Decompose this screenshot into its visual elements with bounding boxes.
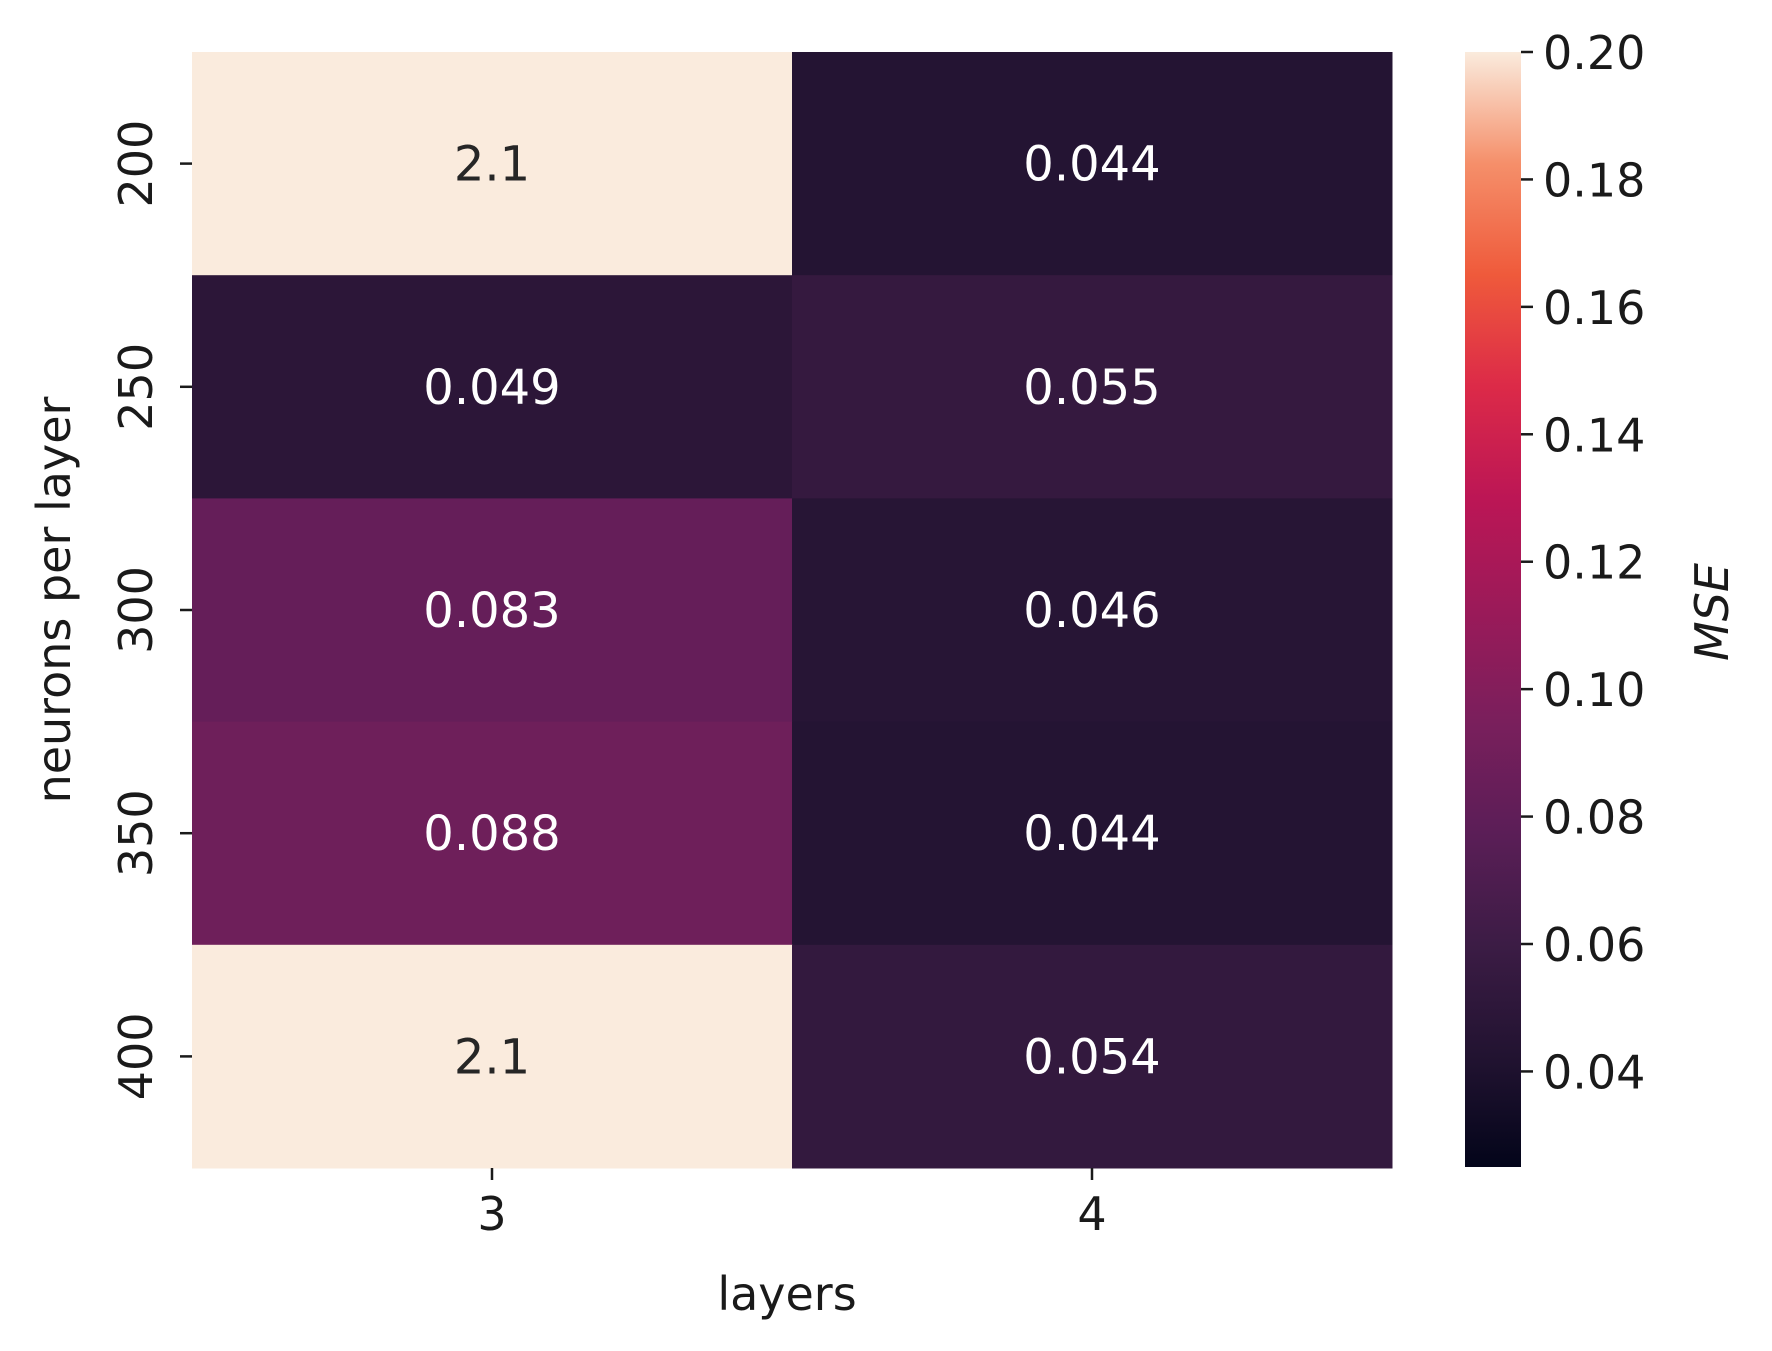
colorbar-tick-label: 0.16 (1543, 281, 1645, 335)
y-tick-label: 400 (109, 1012, 163, 1100)
x-axis-label: layers (717, 1267, 856, 1321)
cell-value-label: 0.044 (1023, 137, 1160, 193)
colorbar (1465, 52, 1521, 1167)
y-tick-label: 200 (109, 120, 163, 208)
cell-value-label: 0.055 (1023, 360, 1160, 416)
heatmap-cell (792, 944, 1393, 1169)
cell-value-label: 0.054 (1023, 1029, 1160, 1085)
heatmap-cell (192, 498, 793, 723)
y-tick-label: 250 (109, 343, 163, 431)
heatmap-cell (192, 275, 793, 499)
colorbar-tick-label: 0.08 (1543, 791, 1645, 845)
colorbar-tick-label: 0.18 (1543, 153, 1645, 207)
heatmap-cells (192, 52, 1393, 1169)
y-axis-label: neurons per layer (27, 396, 81, 803)
cell-value-label: 0.046 (1023, 583, 1160, 639)
colorbar-tick-label: 0.04 (1543, 1045, 1645, 1099)
colorbar-label: MSE (1685, 563, 1739, 661)
cell-value-label: 2.1 (454, 1029, 530, 1085)
cell-value-label: 0.083 (423, 583, 560, 639)
colorbar-ticks: 0.04 0.06 0.08 0.10 0.12 0.14 0.16 0.18 0.20 (1521, 26, 1645, 1099)
heatmap-cell (792, 52, 1393, 276)
y-tick-label: 300 (109, 566, 163, 654)
heatmap-cell (792, 498, 1393, 723)
heatmap-cell (192, 721, 793, 946)
colorbar-tick-label: 0.14 (1543, 408, 1645, 462)
x-tick-label: 4 (1077, 1187, 1106, 1241)
y-axis: 200 250 300 350 400 (109, 120, 192, 1100)
cell-value-label: 2.1 (454, 137, 530, 193)
y-tick-label: 350 (109, 789, 163, 877)
cell-value-label: 0.088 (423, 806, 560, 862)
colorbar-tick-label: 0.12 (1543, 536, 1645, 590)
x-tick-label: 3 (477, 1187, 506, 1241)
cell-value-label: 0.044 (1023, 806, 1160, 862)
colorbar-tick-label: 0.10 (1543, 663, 1645, 717)
heatmap-cell-labels: 2.1 0.044 0.049 0.055 0.083 0.046 0.088 0.044 2.… (423, 137, 1160, 1086)
heatmap-cell (192, 944, 793, 1169)
colorbar-tick-label: 0.20 (1543, 26, 1645, 80)
heatmap-cell (792, 275, 1393, 499)
colorbar-tick-label: 0.06 (1543, 918, 1645, 972)
heatmap-cell (792, 721, 1393, 946)
cell-value-label: 0.049 (423, 360, 560, 416)
heatmap-cell (192, 52, 793, 276)
